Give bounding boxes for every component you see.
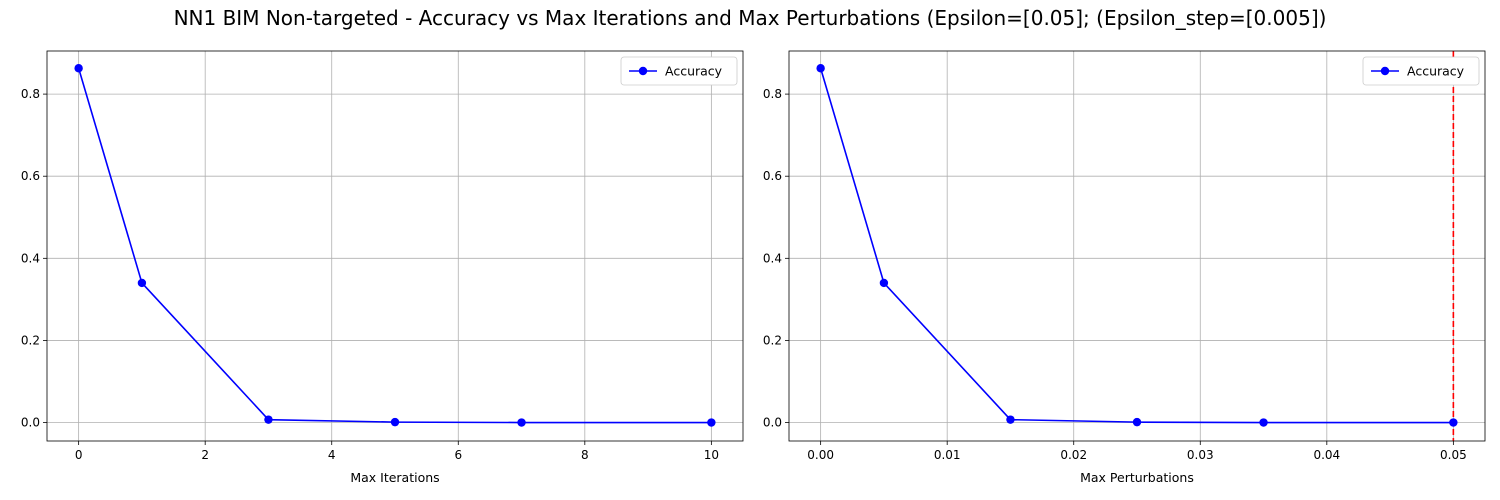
x-tick-label: 6 [454,448,462,462]
x-tick-label: 0.02 [1060,448,1087,462]
y-tick-label: 0.8 [763,87,782,101]
x-tick-label: 0 [75,448,83,462]
data-point [137,278,147,288]
x-tick-label: 2 [201,448,209,462]
legend-label: Accuracy [1407,64,1465,79]
x-tick-label: 10 [704,448,719,462]
data-point [264,415,273,424]
data-point [1132,417,1142,427]
y-tick-label: 0.4 [21,251,40,265]
series-line-accuracy [77,68,712,424]
y-tick-label: 0.8 [21,87,40,101]
x-tick-label: 4 [328,448,336,462]
legend-box [1362,56,1480,86]
legend-marker-swatch [1380,66,1390,76]
data-point [1259,418,1268,427]
data-point [707,418,716,427]
axes-frame [46,50,744,442]
panel-1: 0 2 4 6 8 10 0.0 0.2 0.4 0.6 0.8 Max Iterations Accu… [21,50,744,485]
x-tick-label: 0.04 [1313,448,1340,462]
data-point [390,417,400,427]
data-point [1449,418,1458,427]
data-point [879,278,889,288]
legend: Accuracy [1362,56,1480,86]
x-axis-label: Max Perturbations [1080,470,1194,485]
x-axis-label: Max Iterations [350,470,439,485]
legend-label: Accuracy [665,64,723,79]
data-point [816,64,825,73]
x-tick-label: 0.01 [934,448,961,462]
figure-title: NN1 BIM Non-targeted - Accuracy vs Max I… [173,6,1327,30]
y-tick-label: 0.6 [21,169,40,183]
y-tick-label: 0.2 [21,333,40,347]
y-tick-label: 0.2 [763,333,782,347]
data-point [1006,415,1015,424]
y-tick-label: 0.0 [763,416,782,430]
x-tick-label: 8 [581,448,589,462]
data-point [517,418,526,427]
panel-2: 0.00 0.01 0.02 0.03 0.04 0.05 0.0 0.2 0.4 0.6 0.8 M… [763,50,1486,485]
x-tick-label: 0.05 [1440,448,1467,462]
x-tick-label: 0.00 [807,448,834,462]
series-line-accuracy [819,68,1454,424]
legend: Accuracy [620,56,738,86]
y-tick-label: 0.0 [21,416,40,430]
legend-box [620,56,738,86]
axes-frame [788,50,1486,442]
x-tick-label: 0.03 [1187,448,1214,462]
legend-marker-swatch [638,66,648,76]
y-tick-label: 0.6 [763,169,782,183]
y-tick-label: 0.4 [763,251,782,265]
data-point [74,64,83,73]
